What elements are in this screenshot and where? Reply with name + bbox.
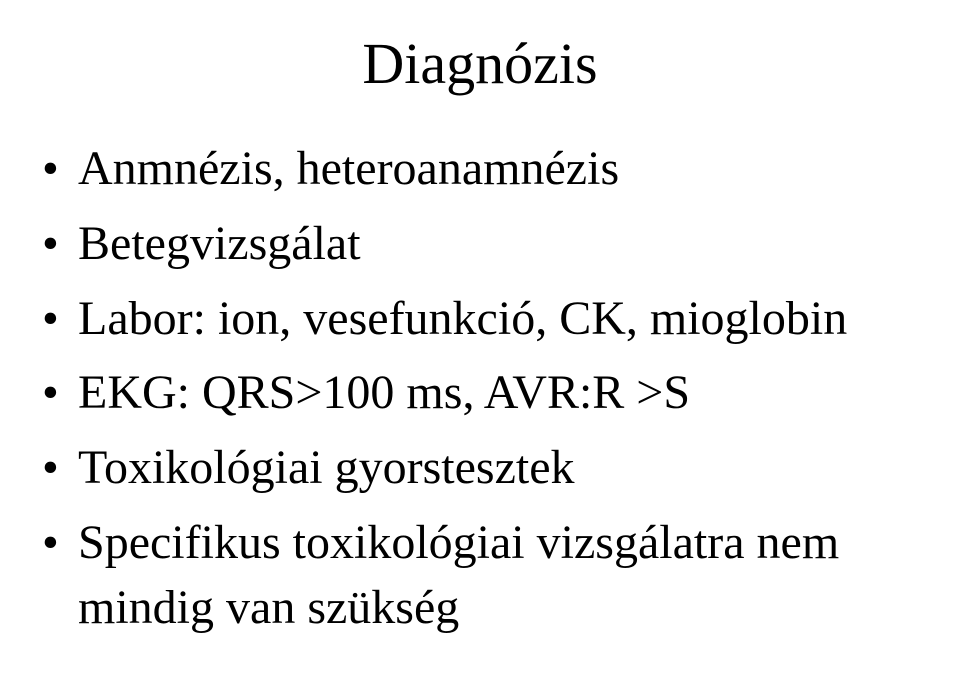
list-item: EKG: QRS>100 ms, AVR:R >S (40, 361, 920, 426)
list-item: Toxikológiai gyorstesztek (40, 436, 920, 501)
list-item: Labor: ion, vesefunkció, CK, mioglobin (40, 287, 920, 352)
bullet-list: Anmnézis, heteroanamnézis Betegvizsgálat… (40, 137, 920, 641)
list-item: Anmnézis, heteroanamnézis (40, 137, 920, 202)
list-item: Specifikus toxikológiai vizsgálatra nem … (40, 511, 920, 641)
slide-title: Diagnózis (40, 30, 920, 97)
list-item: Betegvizsgálat (40, 212, 920, 277)
